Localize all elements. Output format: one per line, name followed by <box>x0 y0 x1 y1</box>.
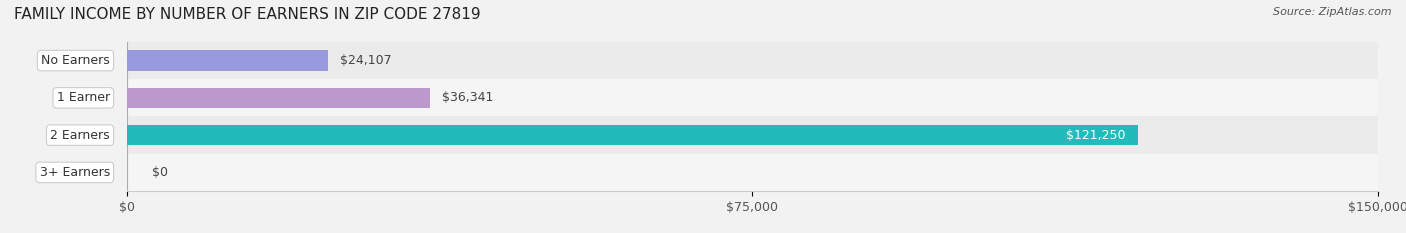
Bar <box>127 154 1378 191</box>
Bar <box>127 116 1378 154</box>
Bar <box>127 88 430 108</box>
Text: 1 Earner: 1 Earner <box>56 91 110 104</box>
Bar <box>127 125 1137 145</box>
Bar <box>127 50 328 71</box>
Bar <box>127 79 1378 116</box>
Bar <box>127 42 1378 79</box>
Text: $121,250: $121,250 <box>1066 129 1126 142</box>
Text: $0: $0 <box>152 166 167 179</box>
Text: No Earners: No Earners <box>41 54 110 67</box>
Text: 3+ Earners: 3+ Earners <box>39 166 110 179</box>
Bar <box>127 125 1137 145</box>
Text: $24,107: $24,107 <box>340 54 392 67</box>
Text: 2 Earners: 2 Earners <box>51 129 110 142</box>
Text: FAMILY INCOME BY NUMBER OF EARNERS IN ZIP CODE 27819: FAMILY INCOME BY NUMBER OF EARNERS IN ZI… <box>14 7 481 22</box>
Bar <box>127 88 430 108</box>
Text: $36,341: $36,341 <box>443 91 494 104</box>
Bar <box>127 50 328 71</box>
Text: Source: ZipAtlas.com: Source: ZipAtlas.com <box>1274 7 1392 17</box>
